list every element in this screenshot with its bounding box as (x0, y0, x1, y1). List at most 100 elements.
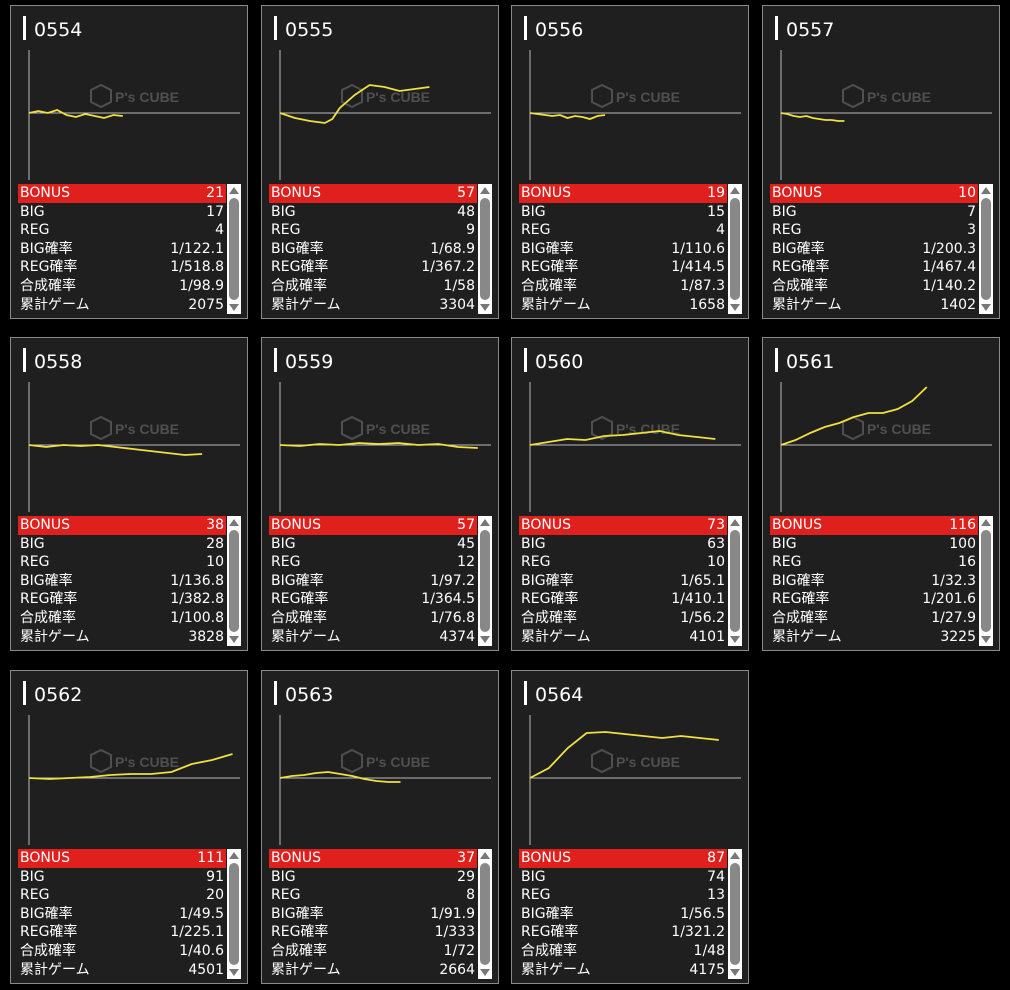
scroll-thumb[interactable] (480, 198, 490, 300)
stat-row-big-rate: BIG確率 1/200.3 (770, 240, 978, 259)
stat-value: 1/100.8 (170, 609, 224, 626)
scroll-up-icon[interactable] (480, 187, 490, 194)
stat-label: BIG (521, 203, 546, 220)
scroll-up-icon[interactable] (480, 519, 490, 526)
stat-row-bonus: BONUS 19 (519, 184, 727, 203)
scroll-down-icon[interactable] (981, 636, 991, 643)
payout-line (529, 112, 606, 120)
stat-row-reg: REG 20 (18, 886, 226, 905)
machine-number: 0560 (535, 351, 584, 373)
machine-card[interactable]: 0554 P's CUBE BONUS 21 BIG 17 REG 4 BIG確率 1/122.1… (10, 5, 248, 319)
stat-value: 1/367.2 (421, 259, 475, 276)
machine-card[interactable]: 0560 P's CUBE BONUS 73 BIG 63 REG 10 BIG確率 1/65.1… (511, 337, 749, 651)
machine-card[interactable]: 0559 P's CUBE BONUS 57 BIG 45 REG 12 BIG確率 1/97.2… (261, 337, 499, 651)
machine-card[interactable]: 0557 P's CUBE BONUS 10 BIG 7 REG 3 BIG確率 1/200.3 R… (762, 5, 1000, 319)
scroll-up-icon[interactable] (730, 852, 740, 859)
stat-label: BONUS (521, 517, 571, 533)
scrollbar[interactable] (979, 516, 993, 646)
scroll-thumb[interactable] (981, 530, 991, 632)
stat-row-bonus: BONUS 21 (18, 184, 226, 203)
scroll-thumb[interactable] (229, 530, 239, 632)
scroll-down-icon[interactable] (981, 304, 991, 311)
scroll-thumb[interactable] (229, 198, 239, 300)
stat-value: 1/27.9 (931, 609, 976, 626)
scroll-thumb[interactable] (480, 863, 490, 965)
stat-value: 10 (958, 185, 976, 201)
scroll-thumb[interactable] (981, 198, 991, 300)
scroll-up-icon[interactable] (730, 187, 740, 194)
scroll-thumb[interactable] (730, 530, 740, 632)
scroll-up-icon[interactable] (480, 852, 490, 859)
stat-row-reg-rate: REG確率 1/367.2 (269, 258, 477, 277)
scroll-down-icon[interactable] (730, 636, 740, 643)
stat-value: 1/333 (434, 924, 475, 941)
stat-row-total-rate: 合成確率 1/58 (269, 277, 477, 296)
scrollbar[interactable] (728, 516, 742, 646)
stat-label: REG (271, 887, 301, 904)
machine-card[interactable]: 0561 P's CUBE BONUS 116 BIG 100 REG 16 BIG確率 1/32… (762, 337, 1000, 651)
scroll-thumb[interactable] (229, 863, 239, 965)
machine-card[interactable]: 0562 P's CUBE BONUS 111 BIG 91 REG 20 BIG確率 1/49.… (10, 670, 248, 984)
stat-label: REG確率 (20, 924, 78, 941)
stat-value: 57 (457, 185, 475, 201)
payout-graph: P's CUBE (771, 374, 993, 514)
scrollbar[interactable] (227, 516, 241, 646)
cube-icon (341, 415, 363, 441)
scroll-up-icon[interactable] (981, 519, 991, 526)
scroll-up-icon[interactable] (229, 519, 239, 526)
scroll-down-icon[interactable] (229, 969, 239, 976)
scroll-down-icon[interactable] (480, 636, 490, 643)
scroll-down-icon[interactable] (229, 304, 239, 311)
cube-icon (591, 415, 613, 441)
stat-value: 2664 (439, 961, 475, 978)
stat-label: 累計ゲーム (271, 961, 341, 978)
stat-label: 合成確率 (20, 609, 76, 626)
watermark-brand: P's CUBE (616, 89, 680, 105)
scroll-down-icon[interactable] (730, 304, 740, 311)
scroll-up-icon[interactable] (229, 852, 239, 859)
scrollbar[interactable] (478, 849, 492, 979)
scrollbar[interactable] (478, 516, 492, 646)
scroll-down-icon[interactable] (480, 969, 490, 976)
payout-graph: P's CUBE (520, 42, 742, 182)
stat-label: 累計ゲーム (772, 628, 842, 645)
scrollbar[interactable] (979, 184, 993, 314)
graph-svg: P's CUBE (529, 382, 741, 512)
scroll-up-icon[interactable] (229, 187, 239, 194)
stat-value: 1/48 (693, 942, 725, 959)
stat-row-bonus: BONUS 57 (269, 516, 477, 535)
scroll-down-icon[interactable] (480, 304, 490, 311)
scrollbar[interactable] (728, 849, 742, 979)
machine-card[interactable]: 0564 P's CUBE BONUS 87 BIG 74 REG 13 BIG確率 1/56.5… (511, 670, 749, 984)
scrollbar[interactable] (728, 184, 742, 314)
stat-row-big: BIG 91 (18, 868, 226, 887)
scroll-thumb[interactable] (730, 198, 740, 300)
machine-card[interactable]: 0556 P's CUBE BONUS 19 BIG 15 REG 4 BIG確率 1/110.6… (511, 5, 749, 319)
machine-card[interactable]: 0558 P's CUBE BONUS 38 BIG 28 REG 10 BIG確率 1/136.… (10, 337, 248, 651)
stat-value: 116 (949, 517, 976, 533)
scroll-down-icon[interactable] (229, 636, 239, 643)
scroll-up-icon[interactable] (730, 519, 740, 526)
scrollbar[interactable] (227, 849, 241, 979)
stat-value: 2075 (188, 296, 224, 313)
stat-value: 1658 (689, 296, 725, 313)
scrollbar[interactable] (227, 184, 241, 314)
stat-row-reg: REG 10 (519, 553, 727, 572)
scroll-thumb[interactable] (480, 530, 490, 632)
payout-line (279, 771, 401, 783)
stat-row-reg: REG 10 (18, 553, 226, 572)
stat-row-big: BIG 74 (519, 868, 727, 887)
scroll-thumb[interactable] (730, 863, 740, 965)
machine-number: 0561 (786, 351, 835, 373)
stat-value: 1/72 (443, 942, 475, 959)
stat-label: REG (521, 887, 551, 904)
stat-row-big-rate: BIG確率 1/49.5 (18, 905, 226, 924)
scrollbar[interactable] (478, 184, 492, 314)
scroll-down-icon[interactable] (730, 969, 740, 976)
machine-card[interactable]: 0563 P's CUBE BONUS 37 BIG 29 REG 8 BIG確率 1/91.9 R… (261, 670, 499, 984)
graph-svg: P's CUBE (279, 715, 491, 845)
stat-value: 48 (457, 203, 475, 220)
stat-value: 4175 (689, 961, 725, 978)
machine-card[interactable]: 0555 P's CUBE BONUS 57 BIG 48 REG 9 BIG確率 1/68.9 R… (261, 5, 499, 319)
scroll-up-icon[interactable] (981, 187, 991, 194)
